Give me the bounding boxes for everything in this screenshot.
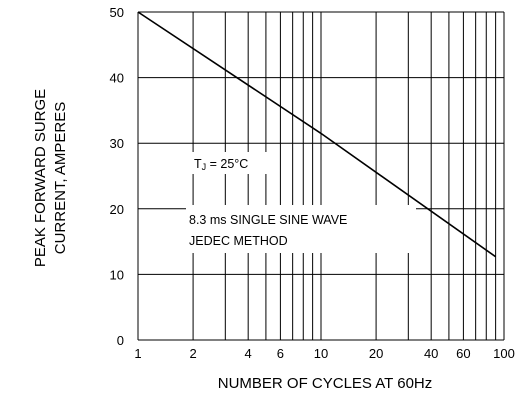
y-tick-label: 40 [110,71,124,86]
temp-annotation-bg [190,152,274,174]
x-tick-label: 10 [314,346,328,361]
y-axis-title-line: CURRENT, AMPERES [52,102,69,255]
x-tick-label: 60 [456,346,470,361]
x-tick-label: 6 [277,346,284,361]
y-tick-labels: 0 10 20 30 40 50 [110,5,124,348]
x-tick-label: 20 [369,346,383,361]
series-group [137,11,497,258]
y-tick-label: 20 [110,202,124,217]
temp-annotation: TJ = 25°C [194,157,248,172]
method-annotation-bg [186,205,416,253]
x-axis-title: NUMBER OF CYCLES AT 60Hz [218,375,433,392]
y-axis-title: PEAK FORWARD SURGE CURRENT, AMPERES [32,89,69,267]
y-tick-label: 50 [110,5,124,20]
y-tick-label: 10 [110,267,124,282]
y-tick-label: 0 [117,333,124,348]
y-tick-label: 30 [110,136,124,151]
series-line [137,11,497,258]
x-tick-label: 100 [493,346,515,361]
x-tick-label: 2 [189,346,196,361]
method-annotation-line1: 8.3 ms SINGLE SINE WAVE [189,213,347,227]
grid-lines [137,11,505,340]
method-annotation-line2: JEDEC METHOD [189,234,288,248]
y-axis-title-line: PEAK FORWARD SURGE [32,89,49,267]
x-tick-label: 1 [134,346,141,361]
x-tick-labels: 1 2 4 6 10 20 40 60 100 [134,346,514,361]
x-tick-label: 40 [424,346,438,361]
x-tick-label: 4 [245,346,252,361]
